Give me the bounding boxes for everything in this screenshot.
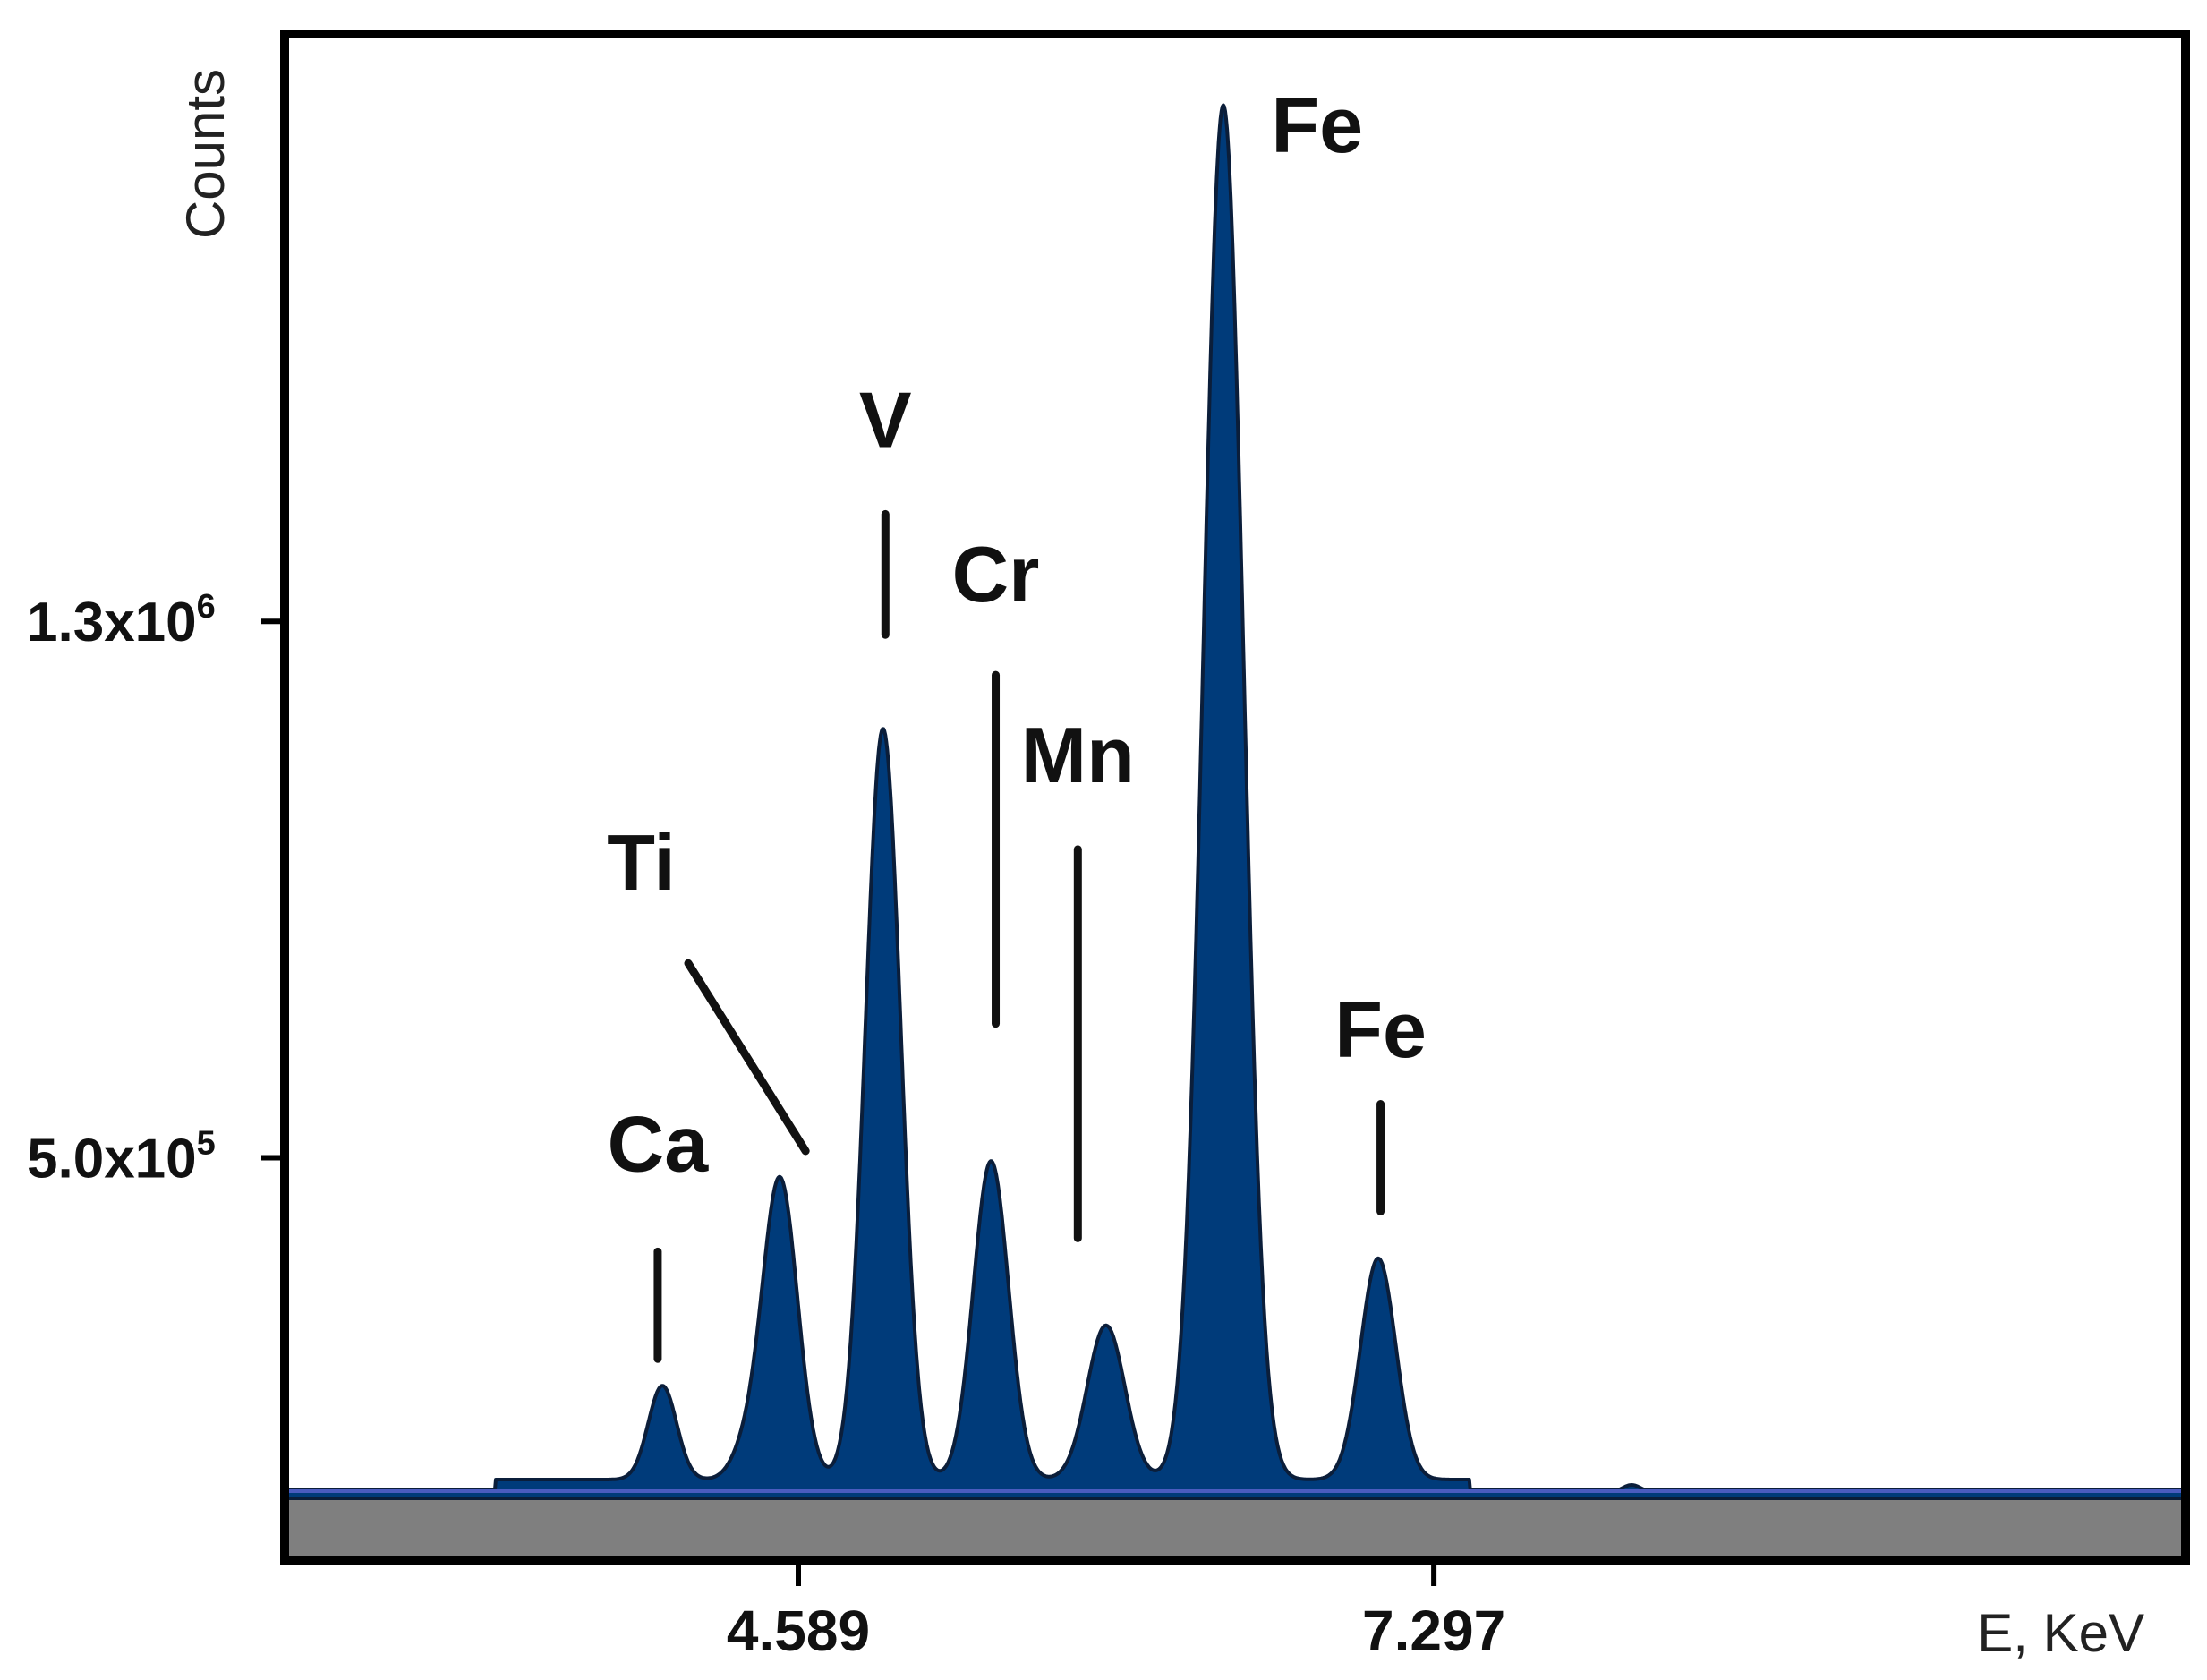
peak-label: Fe [1271,81,1363,169]
peak-leader-line [684,959,810,1156]
peak-label: Mn [1021,711,1135,799]
y-tick-exponent: 5 [197,1124,216,1162]
y-axis-label: Counts [175,69,235,239]
spectrum-area [283,103,2187,1500]
axes: 4.589 7.297 5.0x105 1.3x106 [27,588,1505,1663]
y-tick-exponent: 6 [197,588,216,626]
peak-label: Ca [608,1099,710,1188]
x-tick-label: 7.297 [1362,1599,1505,1663]
y-tick-label: 5.0x105 [27,1124,216,1190]
x-tick-label: 4.589 [727,1599,870,1663]
baseline-band [285,1493,2186,1561]
peak-label: Ti [607,818,676,907]
y-tick-label: 1.3x106 [27,588,216,653]
plot-frame [280,30,2190,1565]
peak-label: V [859,375,912,464]
x-axis-label: E, KeV [1977,1603,2144,1663]
peak-label: Fe [1334,985,1427,1074]
plot-content: Ca Ti V Cr Mn Fe Fe [283,81,2187,1561]
peak-label: Cr [952,530,1040,618]
